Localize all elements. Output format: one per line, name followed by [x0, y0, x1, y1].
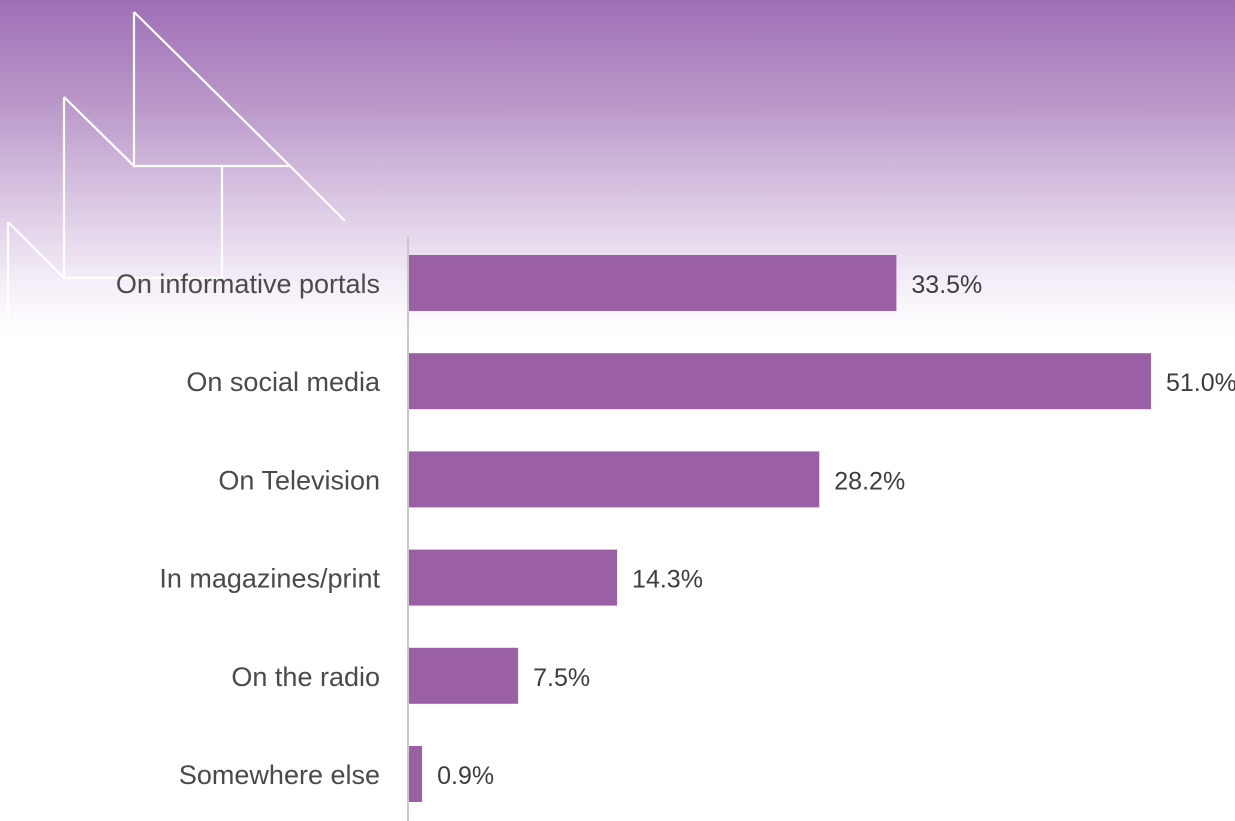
category-label-1: On social media — [186, 367, 381, 397]
bar-1 — [409, 353, 1151, 410]
bar-4 — [409, 647, 519, 704]
value-label-3: 14.3% — [632, 566, 703, 594]
bar-0 — [409, 255, 897, 311]
triangle-diagonal-small — [7, 221, 65, 279]
category-label-5: Somewhere else — [179, 760, 380, 790]
category-label-4: On the radio — [231, 662, 380, 692]
category-label-2: On Television — [218, 465, 380, 495]
value-label-5: 0.9% — [437, 762, 494, 790]
value-labels: 33.5% 51.0% 28.2% 14.3% 7.5% 0.9% — [437, 271, 1235, 790]
bar-5 — [409, 746, 423, 802]
category-label-0: On informative portals — [116, 269, 380, 299]
category-label-3: In magazines/print — [159, 564, 380, 594]
value-label-0: 33.5% — [911, 271, 982, 299]
triangle-diagonal-extension — [289, 165, 346, 222]
bars-layer — [409, 255, 1151, 802]
triangle-outline-large — [132, 11, 293, 168]
triangle-diagonal-medium — [63, 96, 135, 167]
bar-2 — [409, 451, 820, 508]
value-label-1: 51.0% — [1166, 369, 1235, 397]
category-labels: On informative portals On social media On … — [116, 269, 381, 790]
value-label-2: 28.2% — [834, 467, 905, 495]
bar-3 — [409, 549, 618, 606]
value-label-4: 7.5% — [533, 664, 590, 692]
